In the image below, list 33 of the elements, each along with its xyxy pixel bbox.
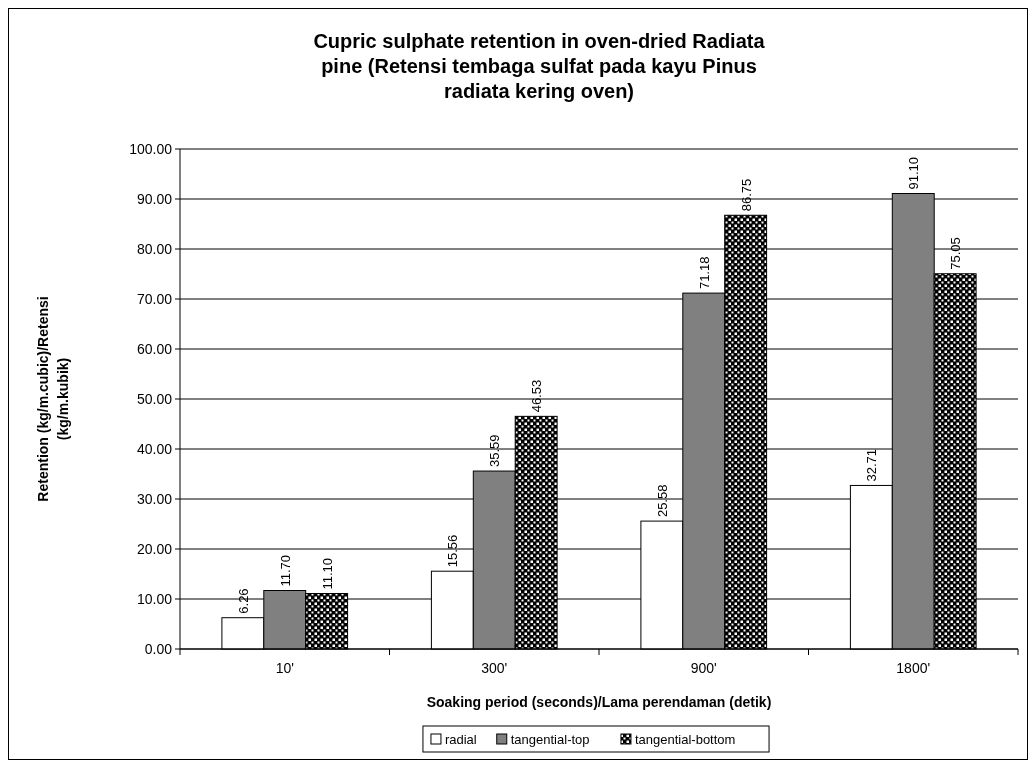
data-label: 75.05 <box>948 237 964 270</box>
data-label: 46.53 <box>529 379 545 413</box>
x-tick-label: 10' <box>275 660 294 676</box>
data-label: 71.18 <box>696 256 712 290</box>
data-label: 11.10 <box>319 557 335 590</box>
y-tick-label: 10.00 <box>136 591 173 607</box>
y-tick-label: 0.00 <box>144 641 173 657</box>
data-label: 25.58 <box>654 484 670 518</box>
y-tick-label: 90.00 <box>136 191 173 207</box>
data-label: 11.70 <box>277 554 293 587</box>
y-tick-label: 20.00 <box>136 541 173 557</box>
legend-label: tangential-bottom <box>634 732 736 747</box>
x-tick-label: 900' <box>690 660 717 676</box>
y-tick-label: 50.00 <box>136 391 173 407</box>
data-label: 32.71 <box>864 448 880 482</box>
y-tick-label: 60.00 <box>136 341 173 357</box>
y-tick-label: 40.00 <box>136 441 173 457</box>
x-axis-title: Soaking period (seconds)/Lama perendaman (detik) <box>426 694 772 710</box>
data-label: 35.59 <box>487 434 503 468</box>
y-axis-title: Retention (kg/m.cubic)/Retensi (kg/m.kubik) <box>35 296 71 502</box>
data-label: 6.26 <box>235 588 251 614</box>
data-label: 91.10 <box>906 156 922 190</box>
y-tick-label: 80.00 <box>136 241 173 257</box>
data-label: 86.75 <box>738 178 754 212</box>
data-label: 15.56 <box>445 534 461 568</box>
chart-title: Cupric sulphate retention in oven-dried Radiata pine (Retensi tembaga sulfat pada kayu Pinus radiata kering oven) <box>313 30 766 102</box>
y-tick-label: 70.00 <box>136 291 173 307</box>
y-tick-label: 30.00 <box>136 491 173 507</box>
x-tick-label: 1800' <box>896 660 931 676</box>
legend-label: tangential-top <box>510 732 590 747</box>
x-tick-label: 300' <box>481 660 508 676</box>
y-tick-label: 100.00 <box>129 141 173 157</box>
legend-label: radial <box>444 732 477 747</box>
